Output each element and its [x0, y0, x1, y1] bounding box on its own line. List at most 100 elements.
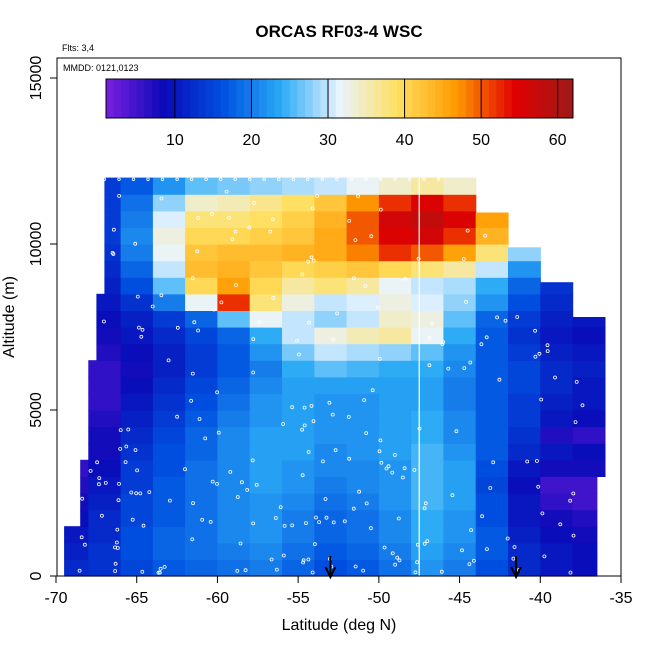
heatmap-cell — [152, 177, 186, 195]
colorbar-segment — [328, 79, 337, 118]
heatmap-cell — [411, 459, 444, 477]
heatmap-cell — [508, 476, 541, 494]
sample-point — [439, 569, 444, 574]
sample-point — [362, 398, 367, 403]
heatmap-cell — [120, 459, 154, 477]
heatmap-cell — [508, 260, 541, 278]
heatmap-cell — [540, 426, 574, 444]
sample-point — [306, 450, 311, 454]
heatmap-cell — [217, 393, 251, 411]
heatmap-cell — [443, 426, 477, 444]
heatmap-cell — [217, 509, 251, 527]
heatmap-cell — [249, 260, 283, 278]
sample-point — [330, 412, 335, 417]
colorbar-segment — [465, 79, 474, 118]
sample-point — [216, 430, 221, 435]
heatmap-cell — [120, 376, 154, 394]
heatmap-cell — [120, 542, 154, 560]
colorbar-segment — [136, 79, 145, 118]
sample-point — [200, 517, 205, 522]
sample-point — [97, 482, 101, 487]
heatmap-cell — [314, 293, 348, 311]
colorbar-segment — [504, 79, 513, 118]
sample-point — [295, 338, 300, 343]
sample-point — [95, 460, 99, 465]
sample-point — [100, 513, 104, 518]
heatmap-cell — [217, 542, 251, 560]
heatmap-cell — [249, 542, 283, 560]
sample-point — [304, 521, 308, 525]
sample-point — [378, 177, 383, 181]
heatmap-cell — [80, 476, 89, 494]
y-tick-label: 10000 — [28, 222, 45, 267]
heatmap-cell — [282, 194, 315, 212]
heatmap-cell — [443, 509, 477, 527]
heatmap-cell — [152, 343, 186, 361]
heatmap-cell — [104, 227, 122, 245]
sample-point — [306, 259, 311, 264]
sample-point — [347, 456, 352, 461]
sample-point — [580, 403, 585, 408]
heatmap-cell — [152, 277, 186, 295]
sample-point — [282, 524, 287, 528]
heatmap-cell — [508, 493, 541, 511]
sample-point — [250, 458, 255, 463]
sample-point — [386, 464, 391, 469]
heatmap-cell — [378, 393, 412, 411]
sample-point — [302, 423, 307, 428]
colorbar-segment — [190, 79, 199, 118]
sample-point — [159, 293, 164, 298]
x-tick-label: -40 — [529, 590, 552, 607]
heatmap-cell — [572, 410, 606, 428]
heatmap-cell — [443, 293, 477, 311]
sample-point — [395, 555, 400, 560]
colorbar-segment — [182, 79, 191, 118]
heatmap-cell — [152, 327, 186, 345]
sample-point — [196, 328, 201, 333]
heatmap-cell — [185, 227, 218, 245]
heatmap-cell — [378, 459, 412, 477]
colorbar-segment — [128, 79, 138, 118]
heatmap-cell — [475, 376, 509, 394]
sample-point — [573, 420, 578, 425]
heatmap-cell — [314, 327, 348, 345]
heatmap-cell — [249, 559, 283, 577]
sample-point — [315, 194, 320, 198]
heatmap-cell — [314, 360, 348, 378]
sample-point — [262, 177, 266, 181]
heatmap-cell — [282, 493, 315, 511]
heatmap-cell — [249, 343, 283, 361]
colorbar-tick-label: 30 — [319, 132, 337, 149]
colorbar-segment — [320, 79, 329, 118]
sample-point — [281, 422, 286, 426]
heatmap-cell — [443, 360, 477, 378]
colorbar-segment — [266, 79, 275, 118]
heatmap-cell — [217, 526, 251, 544]
sample-point — [77, 568, 82, 573]
heatmap-cell — [217, 493, 251, 511]
heatmap-cell — [475, 360, 509, 378]
heatmap-cell — [572, 426, 606, 444]
heatmap-cell — [572, 509, 598, 527]
heatmap-cell — [572, 317, 606, 328]
x-tick-label: -50 — [367, 590, 390, 607]
heatmap-cell — [346, 327, 380, 345]
flights-note: Flts: 3,4 — [62, 43, 94, 53]
heatmap-cell — [120, 559, 154, 577]
sample-point — [257, 320, 262, 325]
heatmap-cell — [80, 509, 89, 527]
heatmap-cell — [185, 459, 218, 477]
sample-point — [364, 431, 369, 436]
sample-point — [309, 255, 314, 260]
sample-point — [363, 284, 368, 288]
colorbar-segment — [167, 79, 176, 118]
colorbar-segment — [335, 79, 344, 118]
sample-point — [245, 487, 250, 492]
colorbar-segment — [213, 79, 222, 118]
heatmap-cell — [443, 177, 477, 195]
sample-point — [210, 212, 215, 216]
heatmap-cell — [185, 559, 218, 577]
sample-point — [412, 468, 417, 472]
sample-point — [312, 542, 317, 547]
colorbar-segment — [419, 79, 429, 118]
